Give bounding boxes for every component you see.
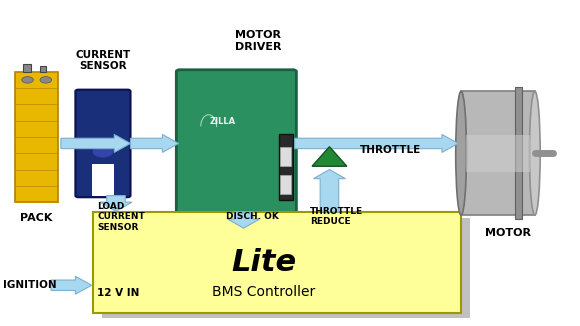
FancyArrow shape: [227, 212, 260, 228]
FancyArrow shape: [313, 170, 345, 212]
Bar: [14, 72, 58, 202]
Ellipse shape: [530, 91, 540, 215]
Bar: [280, 147, 291, 166]
Text: ZILLA: ZILLA: [210, 117, 236, 126]
Bar: [515, 87, 522, 219]
Bar: [466, 135, 530, 172]
FancyArrow shape: [130, 134, 179, 152]
Bar: [102, 218, 470, 318]
Bar: [93, 212, 461, 313]
Text: MOTOR
DRIVER: MOTOR DRIVER: [235, 30, 281, 52]
FancyArrow shape: [51, 276, 92, 294]
Text: THROTTLE
REDUCE: THROTTLE REDUCE: [310, 207, 364, 227]
Polygon shape: [312, 147, 347, 166]
Circle shape: [93, 146, 114, 158]
Text: IGNITION: IGNITION: [3, 280, 56, 290]
Ellipse shape: [456, 91, 466, 215]
Text: THROTTLE: THROTTLE: [360, 145, 421, 155]
FancyArrow shape: [100, 196, 132, 211]
Text: DISCH. OK: DISCH. OK: [226, 212, 279, 221]
Bar: [39, 66, 46, 72]
Text: 12 V IN: 12 V IN: [97, 289, 140, 298]
FancyArrow shape: [61, 134, 130, 152]
FancyBboxPatch shape: [176, 70, 296, 230]
Circle shape: [22, 77, 34, 83]
Bar: [23, 64, 31, 72]
Bar: [461, 91, 535, 215]
FancyArrow shape: [295, 134, 458, 152]
Text: CURRENT
SENSOR: CURRENT SENSOR: [75, 50, 130, 71]
Text: BMS Controller: BMS Controller: [212, 285, 316, 299]
Bar: [92, 164, 114, 196]
Text: MOTOR: MOTOR: [484, 228, 531, 238]
Text: LOAD
CURRENT
SENSOR: LOAD CURRENT SENSOR: [97, 202, 145, 232]
Circle shape: [40, 77, 52, 83]
Bar: [279, 134, 293, 200]
Bar: [280, 175, 291, 194]
FancyBboxPatch shape: [75, 90, 130, 197]
Text: Lite: Lite: [231, 248, 296, 277]
Text: PACK: PACK: [20, 214, 53, 223]
